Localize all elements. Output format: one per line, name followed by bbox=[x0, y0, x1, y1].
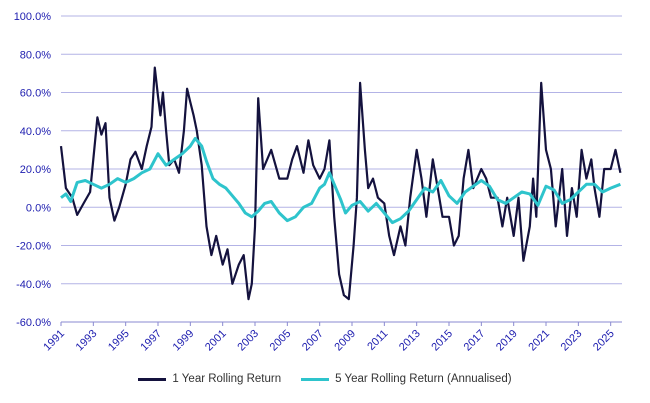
y-tick-label: 100.0% bbox=[14, 11, 52, 23]
y-tick-label: 60.0% bbox=[20, 88, 51, 100]
legend-label-5-year: 5 Year Rolling Return (Annualised) bbox=[335, 373, 512, 385]
x-tick-label: 2023 bbox=[559, 328, 585, 354]
x-tick-label: 2001 bbox=[203, 328, 229, 354]
x-axis: 1991 1993 1995 1997 1999 2001 2003 2005 2007 2009… bbox=[41, 321, 622, 354]
y-tick-label: 80.0% bbox=[20, 49, 51, 61]
legend-swatch-5-year bbox=[301, 377, 330, 381]
x-tick-label: 2015 bbox=[429, 328, 455, 354]
y-axis: 100.0% 80.0% 60.0% 40.0% 20.0% 0.0% -20.0% -40.… bbox=[14, 11, 52, 329]
x-tick-label: 1997 bbox=[138, 328, 164, 354]
legend: 1 Year Rolling Return 5 Year Rolling Ret… bbox=[0, 370, 650, 388]
x-tick-label: 2017 bbox=[462, 328, 488, 354]
y-tick-label: -60.0% bbox=[16, 317, 51, 329]
x-tick-label: 2019 bbox=[494, 328, 520, 354]
y-tick-label: 0.0% bbox=[26, 202, 51, 214]
series-line-one-year bbox=[59, 66, 622, 301]
x-tick-label: 2007 bbox=[300, 328, 326, 354]
x-tick-label: 2021 bbox=[526, 328, 552, 354]
legend-swatch-1-year bbox=[138, 377, 167, 381]
x-tick-label: 2009 bbox=[332, 328, 358, 354]
x-tick-label: 2005 bbox=[268, 328, 294, 354]
y-tick-label: -20.0% bbox=[16, 241, 51, 253]
x-tick-label: 2025 bbox=[591, 328, 617, 354]
x-tick-label: 2013 bbox=[397, 328, 423, 354]
legend-label-1-year: 1 Year Rolling Return bbox=[172, 373, 282, 385]
legend-item-5-year: 5 Year Rolling Return (Annualised) bbox=[301, 373, 512, 385]
series-line-five-year bbox=[60, 136, 621, 225]
y-tick-label: 20.0% bbox=[20, 164, 51, 176]
x-tick-label: 2003 bbox=[235, 328, 261, 354]
x-tick-label: 1993 bbox=[74, 328, 100, 354]
x-tick-label: 1991 bbox=[41, 328, 67, 354]
x-tick-label: 1995 bbox=[106, 328, 132, 354]
y-tick-label: 40.0% bbox=[20, 126, 51, 138]
series-group bbox=[59, 66, 622, 301]
legend-item-1-year: 1 Year Rolling Return bbox=[138, 373, 281, 385]
x-tick-label: 2011 bbox=[365, 328, 390, 353]
x-tick-label: 1999 bbox=[171, 328, 197, 354]
y-tick-label: -40.0% bbox=[16, 279, 51, 291]
